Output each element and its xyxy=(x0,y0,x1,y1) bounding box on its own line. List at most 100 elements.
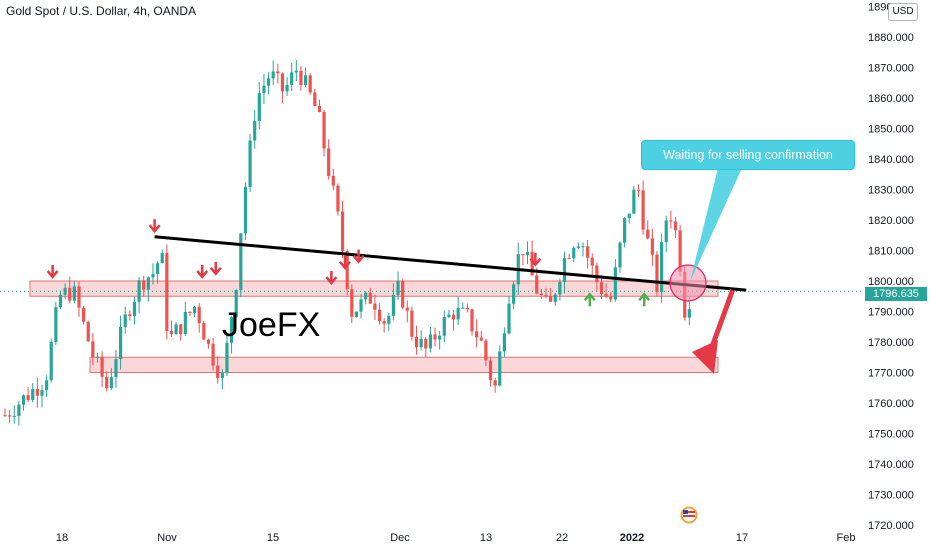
candle-body xyxy=(54,307,58,342)
candle-body xyxy=(211,343,215,366)
candle-body xyxy=(604,293,608,297)
candle-body xyxy=(678,230,682,272)
y-tick-label: 1800.000 xyxy=(868,276,914,288)
candle-body xyxy=(539,293,543,296)
candle-body xyxy=(345,251,349,290)
sell-arrow-icon xyxy=(46,264,59,279)
candle-body xyxy=(368,292,372,304)
x-tick-label: 17 xyxy=(736,532,748,544)
candle-body xyxy=(77,286,81,308)
candle-body xyxy=(521,254,525,256)
candle-body xyxy=(673,221,678,231)
candle-body xyxy=(308,75,312,93)
y-tick-label: 1850.000 xyxy=(868,124,914,136)
candle-body xyxy=(31,389,35,401)
x-tick-label: 13 xyxy=(480,532,492,544)
candle-body xyxy=(262,85,266,94)
candle-body xyxy=(188,311,192,313)
candle-body xyxy=(192,306,197,313)
candle-body xyxy=(8,415,12,417)
y-tick-label: 1770.000 xyxy=(868,368,914,380)
candle-body xyxy=(280,73,285,92)
candle-body xyxy=(470,309,474,332)
candle-body xyxy=(377,309,382,322)
candle-body xyxy=(266,78,271,86)
y-tick-label: 1860.000 xyxy=(868,93,914,105)
currency-badge[interactable]: USD xyxy=(888,3,918,21)
candle-body xyxy=(68,287,72,301)
candle-body xyxy=(132,301,137,317)
candle-body xyxy=(317,105,322,112)
projection-arrow-head xyxy=(692,340,718,374)
candle-body xyxy=(12,415,16,417)
x-tick-label: Feb xyxy=(837,532,856,544)
candle-body xyxy=(336,185,340,212)
candle-body xyxy=(567,258,571,260)
callout-pointer xyxy=(690,168,742,282)
candle-body xyxy=(562,258,567,282)
candle-body xyxy=(401,281,405,308)
candle-body xyxy=(49,341,53,381)
candle-body xyxy=(229,317,234,343)
y-tick-label: 1740.000 xyxy=(868,459,914,471)
candle-body xyxy=(340,211,345,252)
y-tick-label: 1870.000 xyxy=(868,63,914,75)
candle-body xyxy=(632,189,636,214)
candle-body xyxy=(664,220,668,243)
candle-body xyxy=(114,359,118,378)
candle-body xyxy=(586,246,590,258)
candle-body xyxy=(396,281,400,295)
candle-body xyxy=(303,75,308,86)
candle-body xyxy=(91,341,95,358)
candle-body xyxy=(105,376,109,389)
candle-body xyxy=(63,287,67,295)
trendline xyxy=(154,235,747,292)
candle-body xyxy=(183,311,187,335)
candle-body xyxy=(669,220,673,222)
y-tick-label: 1790.000 xyxy=(868,307,914,319)
candle-body xyxy=(225,342,229,373)
candle-body xyxy=(387,315,391,324)
candle-body xyxy=(646,229,650,239)
sell-arrow-icon xyxy=(196,264,209,279)
x-tick-label: 18 xyxy=(56,532,68,544)
candle-body xyxy=(479,337,483,341)
sell-arrow-icon xyxy=(352,249,365,264)
x-tick-label: 15 xyxy=(267,532,279,544)
candle-body xyxy=(364,292,368,300)
candle-body xyxy=(428,334,433,349)
candle-body xyxy=(202,323,206,340)
candle-body xyxy=(35,389,39,396)
candle-body xyxy=(137,280,141,302)
sell-arrow-icon xyxy=(209,261,222,276)
candle-body xyxy=(553,294,557,302)
candle-body xyxy=(350,289,354,317)
candle-body xyxy=(618,242,622,268)
candle-body xyxy=(433,334,437,340)
candle-body xyxy=(142,280,146,290)
candle-body xyxy=(253,121,257,141)
candle-body xyxy=(239,233,243,290)
candle-body xyxy=(613,267,617,300)
candle-body xyxy=(655,254,659,293)
candle-body xyxy=(313,92,317,106)
candle-body xyxy=(507,303,511,334)
y-tick-label: 1840.000 xyxy=(868,154,914,166)
candle-body xyxy=(636,189,641,191)
annotation-callout[interactable]: Waiting for selling confirmation xyxy=(641,140,855,170)
y-tick-label: 1810.000 xyxy=(868,246,914,258)
candle-body xyxy=(660,242,664,293)
y-tick-label: 1750.000 xyxy=(868,429,914,441)
candle-body xyxy=(285,84,289,92)
candle-body xyxy=(687,309,691,318)
candle-body xyxy=(322,111,326,149)
chart-title: Gold Spot / U.S. Dollar, 4h, OANDA xyxy=(6,4,197,18)
candle-body xyxy=(442,316,446,336)
current-price-label: 1796.635 xyxy=(865,287,927,301)
candle-body xyxy=(414,336,419,348)
candle-body xyxy=(572,247,576,259)
us-flag-icon[interactable] xyxy=(676,506,702,524)
y-tick-label: 1760.000 xyxy=(868,398,914,410)
candle-body xyxy=(549,296,553,302)
